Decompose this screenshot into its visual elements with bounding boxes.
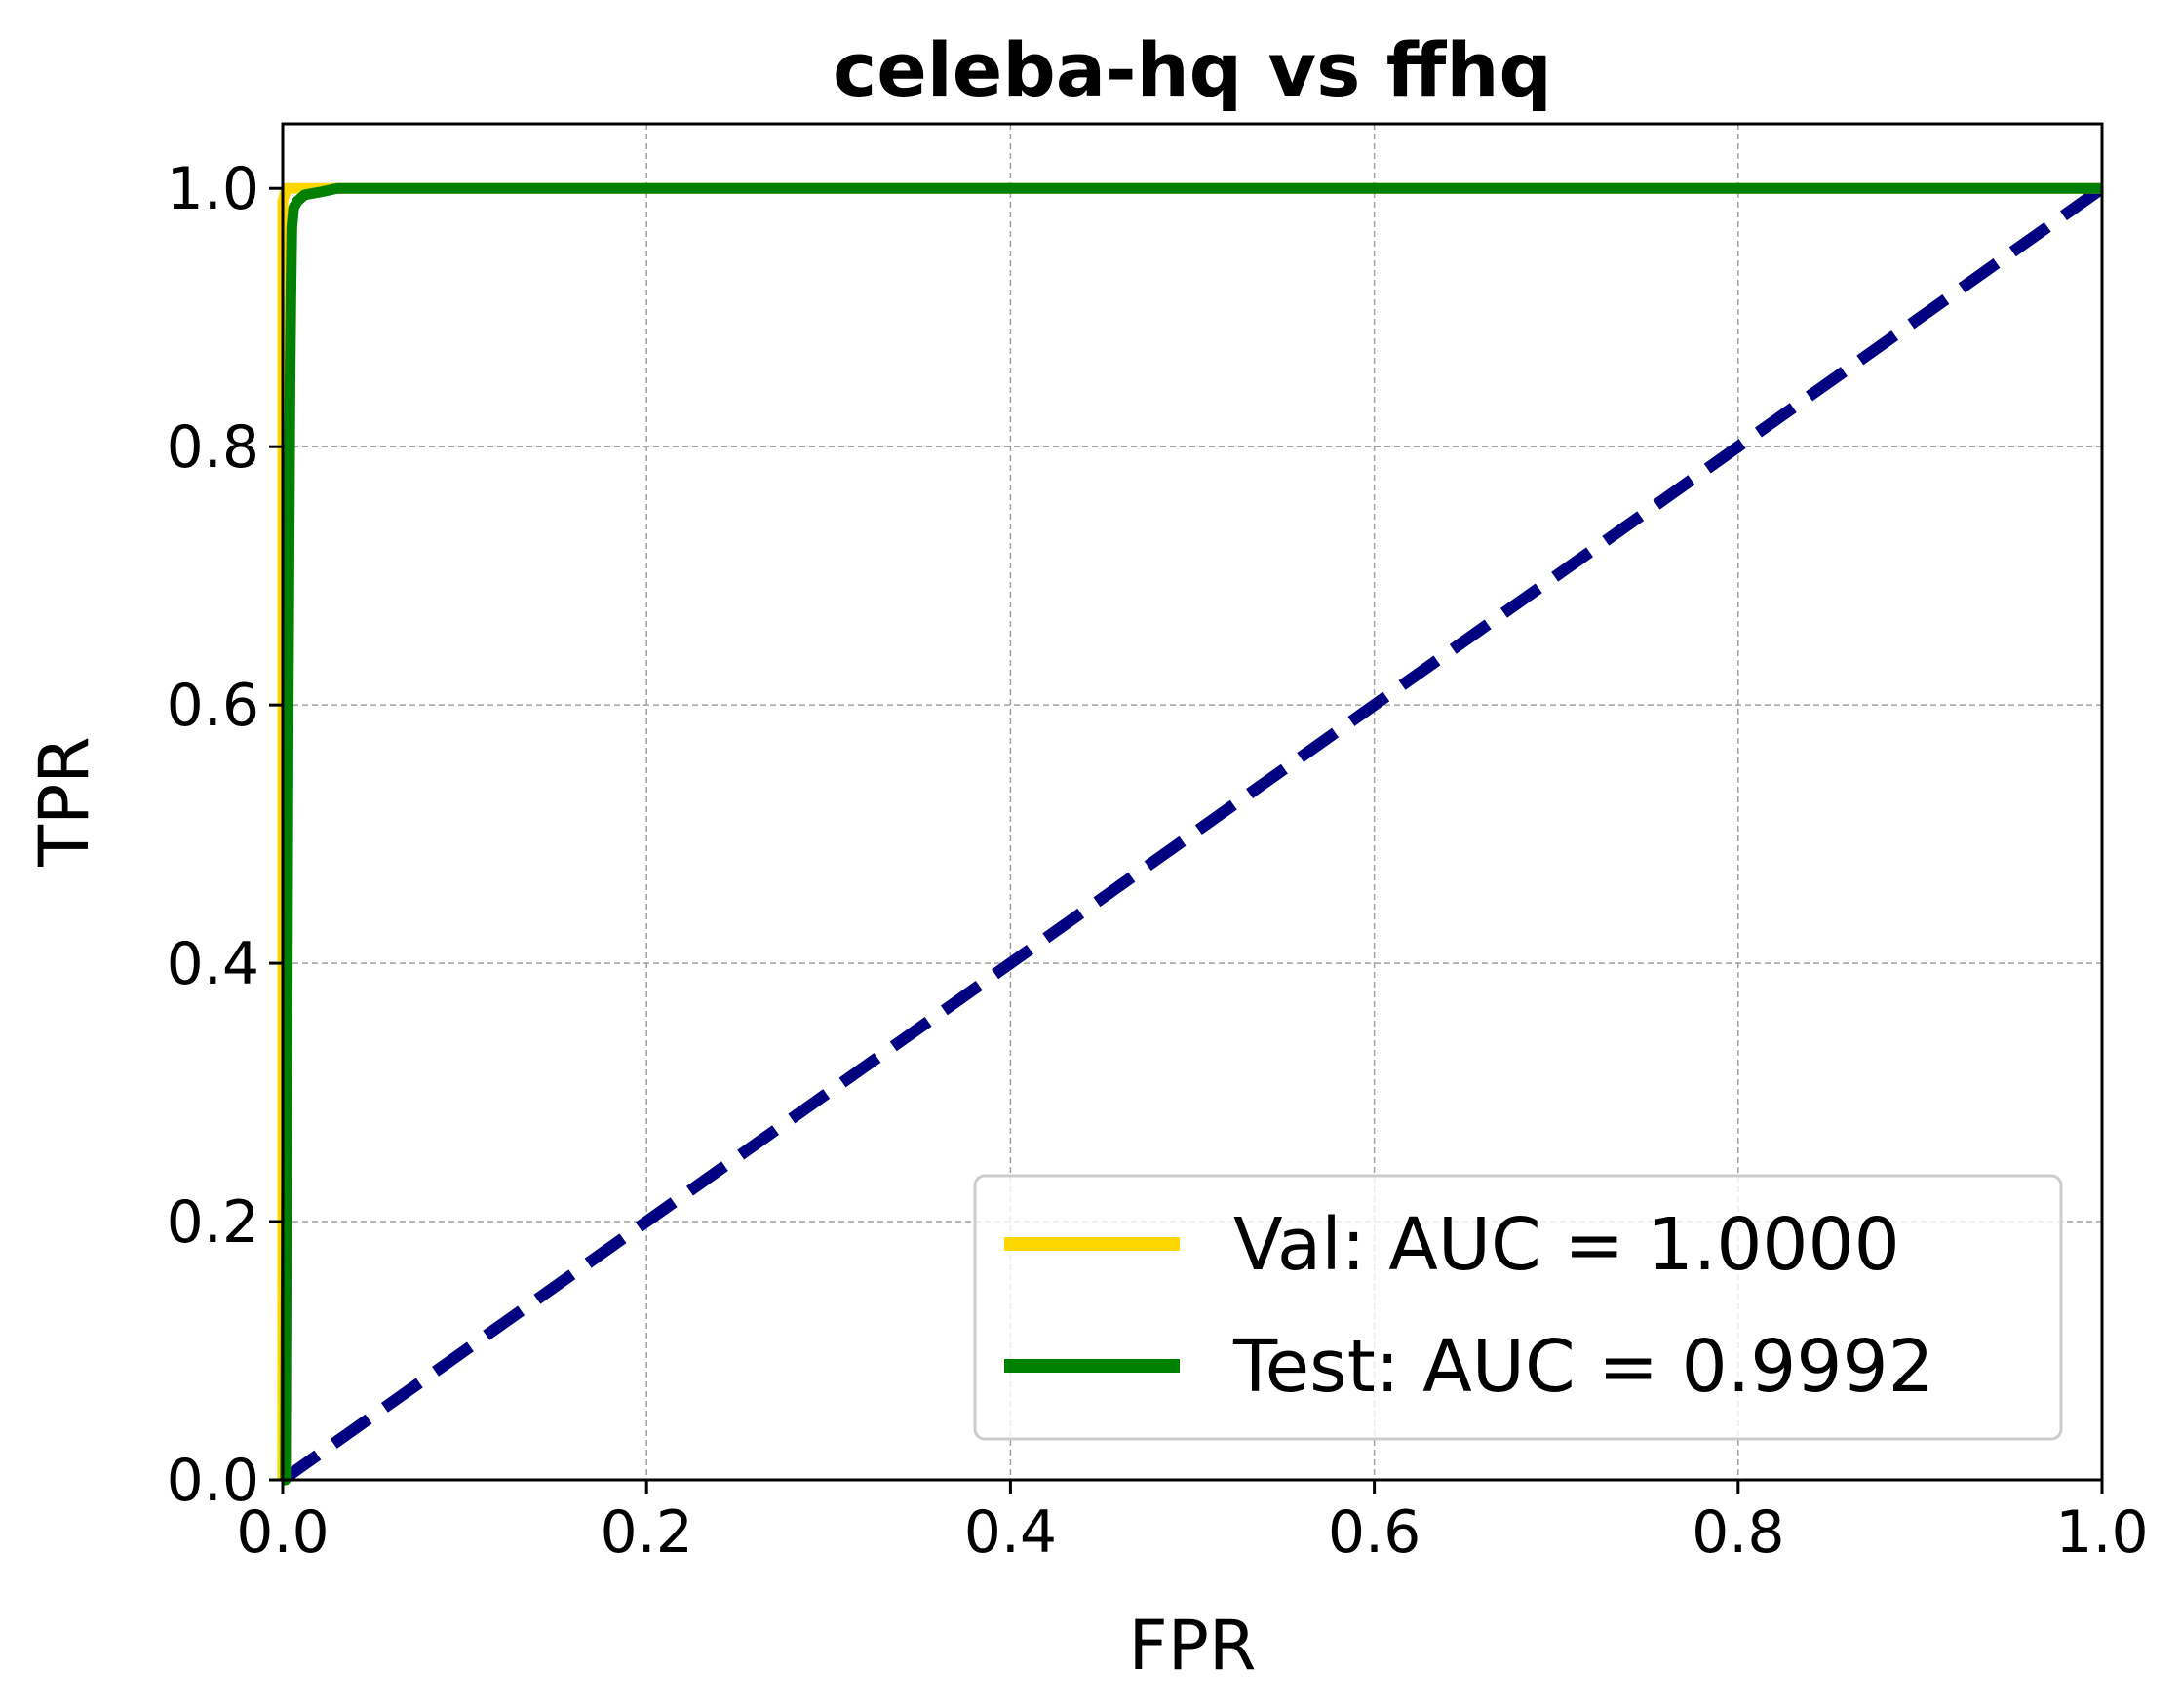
legend-label-0: Val: AUC = 1.0000 [1233,1203,1900,1287]
y-tick-label: 0.2 [167,1188,259,1257]
series-line-1 [280,182,2102,1486]
x-tick-label: 0.2 [600,1498,692,1567]
y-tick-label: 0.4 [167,930,259,998]
chart-title: celeba-hq vs ffhq [833,26,1552,113]
x-tick-label: 1.0 [2055,1498,2148,1567]
legend: Val: AUC = 1.0000 Test: AUC = 0.9992 [973,1174,2063,1441]
y-tick-label: 0.6 [167,672,259,740]
y-tick-label: 1.0 [167,155,259,223]
y-axis-label: TPR [24,736,104,868]
axis-ticks: 0.0 0.2 0.4 0.6 0.8 1.0 0.0 0.2 0.4 0.6 0.8 1.0 [167,155,2149,1567]
legend-label-1: Test: AUC = 0.9992 [1232,1325,1934,1409]
x-tick-label: 0.0 [236,1498,329,1567]
plot-frame [281,122,2104,1482]
legend-box [973,1174,2063,1441]
y-tick-label: 0.8 [167,413,259,482]
x-axis-label: FPR [1128,1606,1256,1686]
x-tick-label: 0.8 [1692,1498,1784,1567]
x-tick-label: 0.4 [964,1498,1057,1567]
x-tick-label: 0.6 [1328,1498,1421,1567]
y-tick-label: 0.0 [167,1447,259,1515]
